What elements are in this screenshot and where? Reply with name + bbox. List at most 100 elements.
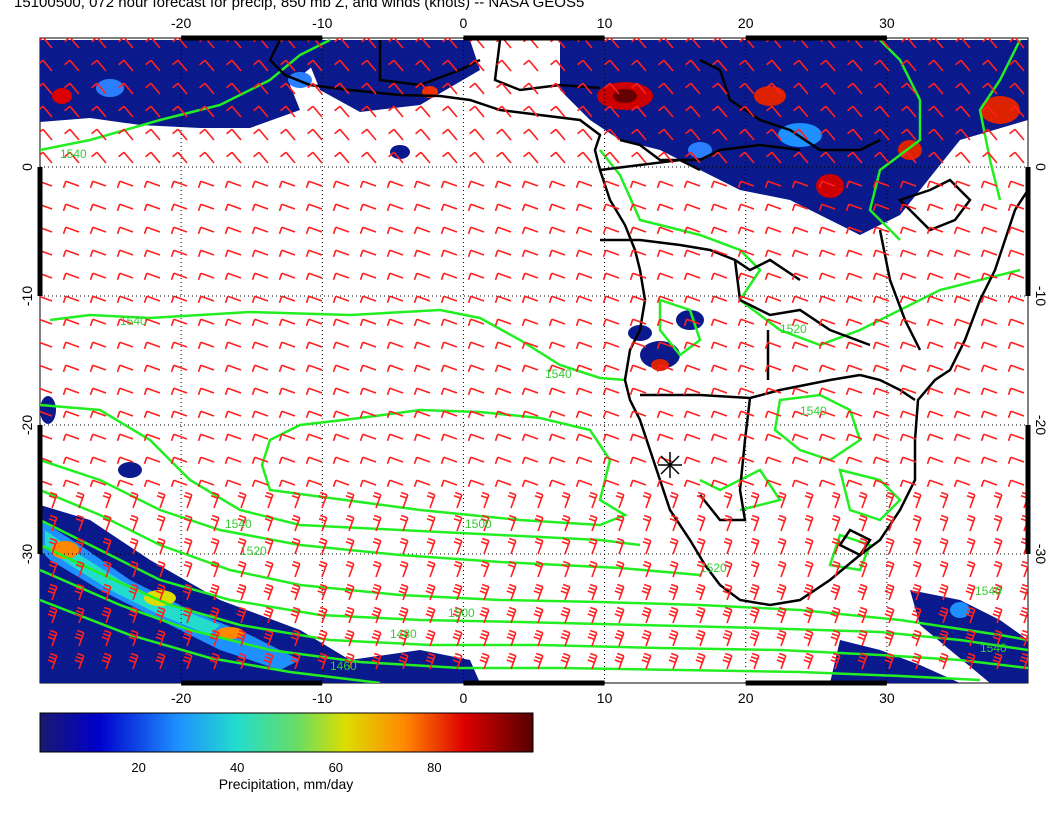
wind-barb: [683, 272, 701, 281]
wind-barb: [496, 151, 512, 164]
wind-barb: [901, 82, 917, 95]
wind-barb: [820, 82, 836, 95]
wind-barb: [62, 203, 80, 212]
wind-barb: [658, 128, 674, 141]
wind-barb: [845, 180, 863, 189]
wind-barb: [899, 479, 917, 488]
wind-barb: [210, 514, 220, 532]
wind-barb: [602, 364, 620, 373]
contour-label: 1540: [980, 641, 1007, 655]
wind-barb: [604, 59, 620, 72]
contour-line: [40, 488, 1028, 642]
wind-barb: [791, 203, 809, 212]
wind-barb: [766, 59, 782, 72]
wind-barb: [629, 364, 647, 373]
wind-barb: [332, 456, 350, 465]
wind-barb: [40, 387, 53, 394]
wind-barb: [629, 387, 647, 396]
wind-barb: [737, 226, 755, 235]
wind-barb: [737, 433, 755, 442]
wind-barb: [62, 180, 80, 189]
wind-barb: [197, 479, 215, 488]
wind-barb: [359, 479, 377, 488]
wind-barb: [305, 410, 323, 419]
wind-barb: [803, 583, 814, 601]
wind-barb: [128, 629, 139, 647]
wind-barb: [548, 295, 566, 304]
wind-barb: [116, 226, 134, 235]
wind-barb: [901, 105, 917, 118]
wind-barb: [253, 151, 269, 164]
wind-barb: [40, 128, 53, 141]
wind-barb: [737, 249, 755, 258]
lon-tick-label-top: 10: [597, 15, 613, 31]
wind-barb: [872, 272, 890, 281]
wind-barb: [440, 318, 458, 327]
wind-barb: [251, 364, 269, 373]
wind-barb: [494, 318, 512, 327]
precip-area: [830, 640, 960, 683]
wind-barb: [899, 364, 917, 373]
wind-barb: [872, 341, 890, 350]
wind-barb: [901, 151, 917, 164]
wind-barb: [631, 151, 647, 164]
wind-barb: [737, 295, 755, 304]
wind-barb: [278, 479, 296, 488]
wind-barb: [334, 59, 350, 72]
wind-barb: [912, 537, 922, 555]
wind-barb: [830, 629, 841, 647]
wind-barb: [575, 341, 593, 350]
wind-barb: [1019, 606, 1028, 624]
wind-barb: [777, 560, 787, 578]
wind-barb: [91, 59, 107, 72]
wind-barb: [982, 59, 998, 72]
coastline: [268, 39, 1028, 607]
wind-barb: [332, 387, 350, 396]
wind-barb: [928, 128, 944, 141]
wind-barb: [885, 514, 895, 532]
wind-barb: [118, 105, 134, 118]
wind-barb: [143, 433, 161, 442]
wind-barb: [224, 364, 242, 373]
wind-barb: [251, 226, 269, 235]
wind-barb: [953, 203, 971, 212]
wind-barb: [440, 226, 458, 235]
wind-barb: [172, 128, 188, 141]
wind-barb: [1009, 105, 1025, 118]
wind-barb: [440, 295, 458, 304]
wind-barb: [685, 128, 701, 141]
wind-barb: [928, 82, 944, 95]
wind-barb: [226, 128, 242, 141]
wind-barb: [359, 180, 377, 189]
wind-barb: [791, 410, 809, 419]
wind-barb: [453, 491, 463, 509]
wind-barb: [305, 203, 323, 212]
wind-barb: [359, 410, 377, 419]
wind-barb: [89, 295, 107, 304]
wind-barb: [129, 537, 139, 555]
wind-barb: [683, 364, 701, 373]
wind-barb: [872, 203, 890, 212]
contour-label: 1540: [800, 404, 827, 418]
wind-barb: [199, 105, 215, 118]
wind-barb: [334, 151, 350, 164]
wind-barb: [332, 318, 350, 327]
lon-tick-label-top: 30: [879, 15, 895, 31]
wind-barb: [183, 514, 193, 532]
wind-barb: [845, 249, 863, 258]
wind-barb: [845, 387, 863, 396]
wind-barb: [683, 387, 701, 396]
wind-barb: [224, 203, 242, 212]
wind-barb: [170, 272, 188, 281]
wind-barb: [764, 433, 782, 442]
wind-barb: [263, 629, 274, 647]
wind-barb: [776, 629, 787, 647]
wind-barb: [388, 38, 404, 49]
country-border: [619, 138, 801, 162]
wind-barb: [467, 479, 485, 488]
wind-barb: [953, 295, 971, 304]
wind-barb: [280, 59, 296, 72]
wind-barb: [912, 491, 922, 509]
wind-barb: [911, 629, 922, 647]
wind-barb: [452, 606, 463, 624]
